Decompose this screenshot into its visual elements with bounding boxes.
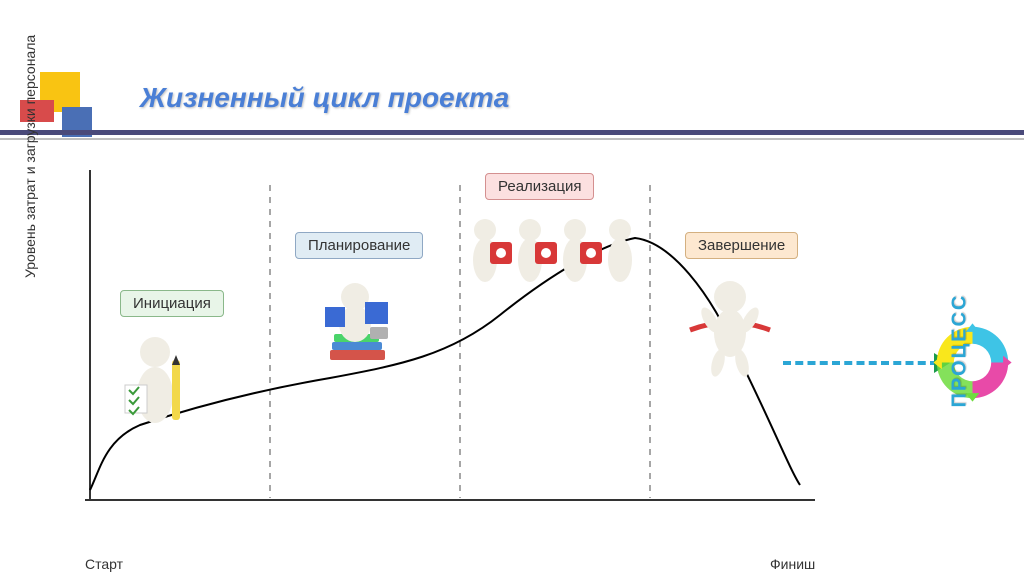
process-cycle-icon (930, 320, 1015, 405)
header-line-thin (0, 138, 1024, 140)
figure-planning (300, 272, 410, 382)
phase-closure: Завершение (685, 232, 798, 259)
figure-initiation (120, 330, 210, 440)
arrow-to-process (783, 361, 938, 365)
figure-closure (680, 275, 780, 385)
x-start-label: Старт (85, 556, 123, 572)
page-title: Жизненный цикл проекта (140, 82, 509, 114)
phase-initiation: Инициация (120, 290, 224, 317)
process-label: ПРОЦЕСС (949, 294, 972, 408)
y-axis-label: Уровень затрат и загрузки персонала (22, 35, 38, 278)
phase-execution: Реализация (485, 173, 594, 200)
x-end-label: Финиш (770, 556, 815, 572)
header-line-thick (0, 130, 1024, 135)
figure-execution (460, 212, 640, 307)
phase-planning: Планирование (295, 232, 423, 259)
